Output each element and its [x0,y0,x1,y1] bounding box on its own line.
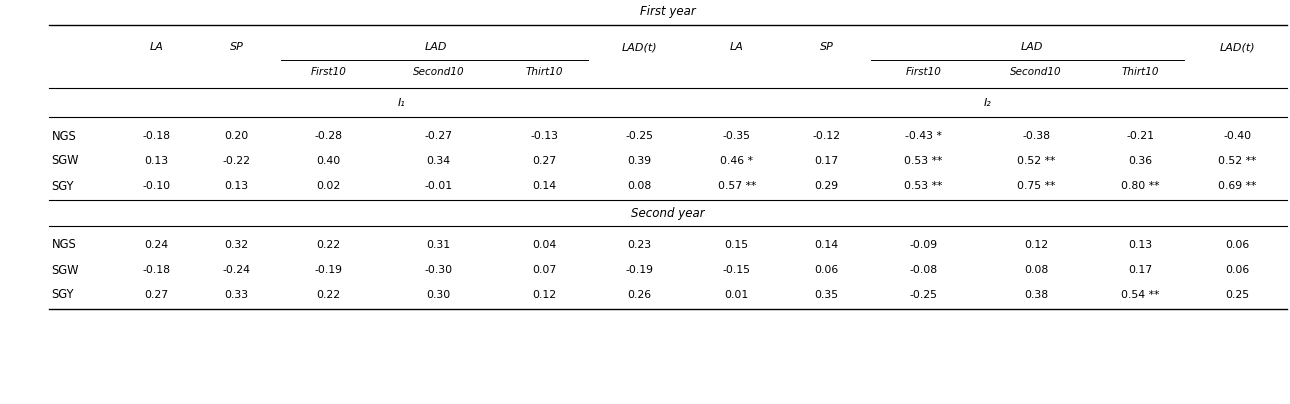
Text: LA: LA [730,42,743,52]
Text: I₁: I₁ [397,98,405,108]
Text: -0.18: -0.18 [142,131,170,141]
Text: -0.38: -0.38 [1022,131,1050,141]
Text: 0.33: 0.33 [224,290,249,300]
Text: 0.40: 0.40 [316,156,341,166]
Text: NGS: NGS [52,238,76,252]
Text: 0.29: 0.29 [814,181,838,191]
Text: 0.12: 0.12 [533,290,556,300]
Text: NGS: NGS [52,130,76,143]
Text: SGW: SGW [52,154,79,168]
Text: 0.20: 0.20 [224,131,249,141]
Text: -0.19: -0.19 [315,265,343,275]
Text: -0.24: -0.24 [222,265,250,275]
Text: 0.57 **: 0.57 ** [717,181,756,191]
Text: SP: SP [230,42,244,52]
Text: 0.35: 0.35 [814,290,838,300]
Text: 0.53 **: 0.53 ** [904,156,943,166]
Text: 0.13: 0.13 [1129,240,1152,250]
Text: 0.07: 0.07 [531,265,556,275]
Text: -0.08: -0.08 [909,265,938,275]
Text: LA: LA [150,42,163,52]
Text: -0.01: -0.01 [424,181,453,191]
Text: 0.02: 0.02 [316,181,341,191]
Text: -0.12: -0.12 [813,131,841,141]
Text: 0.54 **: 0.54 ** [1121,290,1160,300]
Text: Second year: Second year [631,206,706,219]
Text: 0.14: 0.14 [533,181,556,191]
Text: 0.38: 0.38 [1024,290,1049,300]
Text: Thirt10: Thirt10 [1121,67,1158,77]
Text: 0.53 **: 0.53 ** [904,181,943,191]
Text: -0.18: -0.18 [142,265,170,275]
Text: LAD(t): LAD(t) [1220,42,1255,52]
Text: -0.40: -0.40 [1223,131,1251,141]
Text: Second10: Second10 [413,67,464,77]
Text: 0.13: 0.13 [144,156,168,166]
Text: First10: First10 [311,67,347,77]
Text: 0.39: 0.39 [627,156,651,166]
Text: 0.04: 0.04 [531,240,556,250]
Text: 0.08: 0.08 [1024,265,1049,275]
Text: 0.24: 0.24 [144,240,168,250]
Text: I₂: I₂ [983,98,991,108]
Text: 0.32: 0.32 [224,240,249,250]
Text: 0.23: 0.23 [627,240,651,250]
Text: -0.13: -0.13 [530,131,559,141]
Text: 0.12: 0.12 [1024,240,1049,250]
Text: 0.27: 0.27 [144,290,168,300]
Text: 0.80 **: 0.80 ** [1121,181,1160,191]
Text: 0.25: 0.25 [1226,290,1250,300]
Text: -0.43 *: -0.43 * [904,131,942,141]
Text: SGY: SGY [52,179,74,192]
Text: LAD: LAD [426,42,448,52]
Text: 0.13: 0.13 [224,181,249,191]
Text: 0.31: 0.31 [427,240,450,250]
Text: Thirt10: Thirt10 [525,67,562,77]
Text: -0.25: -0.25 [626,131,653,141]
Text: 0.06: 0.06 [814,265,838,275]
Text: 0.36: 0.36 [1129,156,1152,166]
Text: First year: First year [640,6,697,19]
Text: 0.27: 0.27 [533,156,556,166]
Text: 0.17: 0.17 [1129,265,1152,275]
Text: 0.52 **: 0.52 ** [1017,156,1055,166]
Text: -0.28: -0.28 [315,131,343,141]
Text: SP: SP [819,42,833,52]
Text: 0.75 **: 0.75 ** [1017,181,1055,191]
Text: First10: First10 [906,67,942,77]
Text: 0.69 **: 0.69 ** [1219,181,1256,191]
Text: 0.34: 0.34 [427,156,450,166]
Text: -0.10: -0.10 [142,181,170,191]
Text: 0.01: 0.01 [725,290,748,300]
Text: 0.14: 0.14 [814,240,838,250]
Text: 0.22: 0.22 [316,240,341,250]
Text: -0.35: -0.35 [722,131,751,141]
Text: SGW: SGW [52,263,79,276]
Text: 0.08: 0.08 [627,181,651,191]
Text: -0.09: -0.09 [909,240,938,250]
Text: 0.06: 0.06 [1226,240,1250,250]
Text: -0.27: -0.27 [424,131,453,141]
Text: 0.17: 0.17 [814,156,838,166]
Text: -0.22: -0.22 [222,156,250,166]
Text: -0.21: -0.21 [1126,131,1155,141]
Text: -0.25: -0.25 [909,290,938,300]
Text: Second10: Second10 [1010,67,1062,77]
Text: -0.19: -0.19 [626,265,653,275]
Text: -0.30: -0.30 [424,265,453,275]
Text: 0.26: 0.26 [627,290,651,300]
Text: 0.52 **: 0.52 ** [1219,156,1256,166]
Text: 0.46 *: 0.46 * [720,156,753,166]
Text: 0.06: 0.06 [1226,265,1250,275]
Text: 0.22: 0.22 [316,290,341,300]
Text: LAD: LAD [1020,42,1044,52]
Text: 0.15: 0.15 [725,240,748,250]
Text: 0.30: 0.30 [427,290,450,300]
Text: SGY: SGY [52,288,74,301]
Text: -0.15: -0.15 [722,265,751,275]
Text: LAD(t): LAD(t) [622,42,657,52]
